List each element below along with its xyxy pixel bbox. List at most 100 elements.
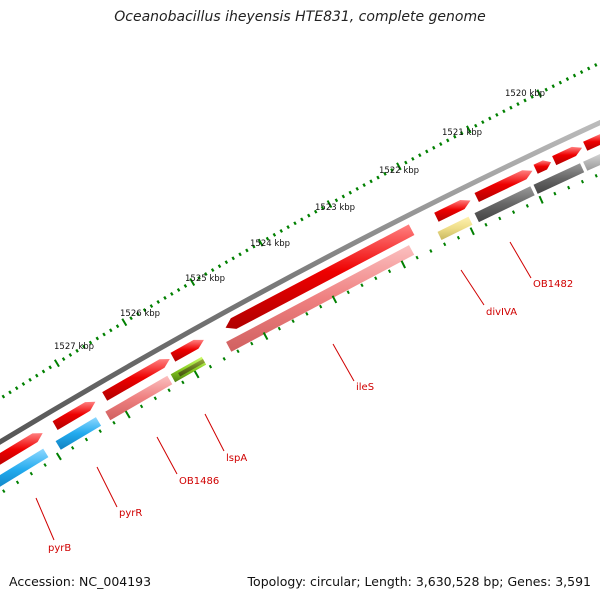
gene-arrow[interactable] — [533, 160, 552, 174]
inner-tick — [594, 173, 598, 178]
gene-arrow[interactable] — [474, 170, 533, 202]
ruler-tick — [396, 162, 402, 171]
ruler-tick — [460, 131, 464, 135]
ruler-tick — [149, 304, 154, 308]
ruler-tick — [28, 377, 32, 382]
inner-tick — [387, 269, 392, 274]
gene-arrow[interactable] — [437, 216, 473, 240]
gene-arrow[interactable] — [552, 146, 583, 166]
gene-arrow[interactable] — [533, 163, 585, 194]
gene-arrow[interactable] — [55, 417, 102, 450]
inner-tick — [538, 195, 544, 204]
gene-arrow[interactable] — [226, 245, 415, 352]
ruler-tick — [204, 272, 208, 276]
ruler-tick — [523, 98, 527, 103]
length-value: 3,630,528 bp — [415, 574, 500, 589]
ruler-tick — [558, 80, 563, 85]
ruler-tick — [163, 296, 167, 300]
inner-ticks — [2, 173, 598, 494]
gene-label-ileS[interactable]: ileS — [356, 382, 374, 393]
genome-summary: Topology: circular; Length: 3,630,528 bp… — [247, 574, 591, 589]
inner-tick — [208, 364, 213, 369]
leader-line — [332, 343, 355, 382]
topology-value: circular — [310, 574, 357, 589]
ruler-tick — [439, 142, 443, 147]
gene-label-lspA[interactable]: lspA — [226, 453, 247, 464]
ruler-label: 1525 kbp — [185, 274, 225, 284]
inner-tick — [346, 290, 350, 295]
accession-info: Accession: NC_004193 — [9, 574, 151, 589]
inner-tick — [262, 332, 269, 341]
inner-tick — [29, 471, 34, 476]
gene-arrow[interactable] — [170, 339, 204, 362]
ruler-tick — [35, 373, 39, 378]
length-label: Length: — [364, 574, 412, 589]
ruler-tick — [102, 332, 106, 337]
ruler-tick — [41, 369, 46, 374]
gene-arrow[interactable] — [225, 224, 415, 329]
ruler-tick — [509, 105, 513, 110]
gene-arrow[interactable] — [434, 200, 471, 222]
accession-value: NC_004193 — [79, 574, 152, 589]
gene-arrow[interactable] — [178, 359, 205, 377]
ruler-tick — [320, 205, 325, 210]
ruler-tick — [530, 94, 534, 99]
gene-arrow[interactable] — [0, 448, 49, 492]
gene-arrow[interactable] — [583, 134, 600, 151]
ruler-label: 1524 kbp — [250, 239, 290, 249]
inner-tick — [98, 429, 102, 433]
gene-labels: pyrB pyrR OB1486 lspA ileS divIVA OB1482 — [35, 241, 573, 554]
gene-arrow[interactable] — [474, 186, 535, 223]
gene-label-OB1482[interactable]: OB1482 — [533, 279, 573, 290]
inner-tick — [443, 242, 447, 247]
gene-arrow[interactable] — [105, 375, 173, 421]
inner-tick — [374, 276, 378, 281]
inner-tick — [360, 283, 364, 288]
ruler-tick — [307, 213, 311, 218]
leader-line — [509, 241, 532, 279]
gene-arrow[interactable] — [0, 433, 43, 469]
inner-tick — [222, 356, 226, 361]
leader-line — [204, 413, 225, 452]
inner-tick — [153, 396, 158, 401]
ruler-tick — [348, 190, 353, 195]
gene-label-pyrR[interactable]: pyrR — [119, 508, 142, 519]
ruler-tick — [48, 365, 52, 370]
ruler-tick — [293, 221, 297, 226]
gene-track — [0, 134, 600, 492]
ruler-tick — [176, 288, 181, 292]
gene-arrow[interactable] — [102, 359, 170, 401]
ruler-tick — [265, 236, 270, 241]
genes-value: 3,591 — [555, 574, 591, 589]
ruler-tick — [286, 225, 290, 230]
ruler-tick — [544, 87, 548, 92]
inner-tick — [250, 341, 254, 346]
ruler-label: 1523 kbp — [315, 203, 355, 213]
gene-label-pyrB[interactable]: pyrB — [48, 543, 71, 554]
ruler-tick — [404, 160, 408, 165]
inner-tick — [15, 480, 20, 485]
gene-label-divIVA[interactable]: divIVA — [486, 307, 517, 318]
ruler-tick — [61, 357, 66, 361]
ruler-tick — [189, 278, 196, 286]
ruler-tick — [446, 138, 450, 143]
ruler-tick — [425, 149, 429, 154]
ruler-tick — [121, 318, 128, 327]
gene-label-OB1486[interactable]: OB1486 — [179, 476, 219, 487]
ruler-tick — [300, 217, 304, 222]
ruler-tick — [565, 77, 570, 82]
inner-tick — [525, 204, 529, 208]
ruler-tick — [390, 168, 394, 173]
inner-tick — [580, 179, 584, 184]
inner-tick — [112, 420, 116, 425]
ruler-tick — [362, 183, 366, 188]
ruler-tick — [383, 171, 387, 176]
ruler-tick — [551, 84, 555, 89]
ruler-tick — [376, 175, 380, 180]
ruler-tick — [68, 352, 73, 357]
ruler-tick — [183, 284, 188, 288]
gene-arrow[interactable] — [583, 150, 600, 171]
gene-arrow[interactable] — [52, 401, 96, 430]
ruler-tick — [432, 145, 436, 150]
accession-label: Accession: — [9, 574, 76, 589]
